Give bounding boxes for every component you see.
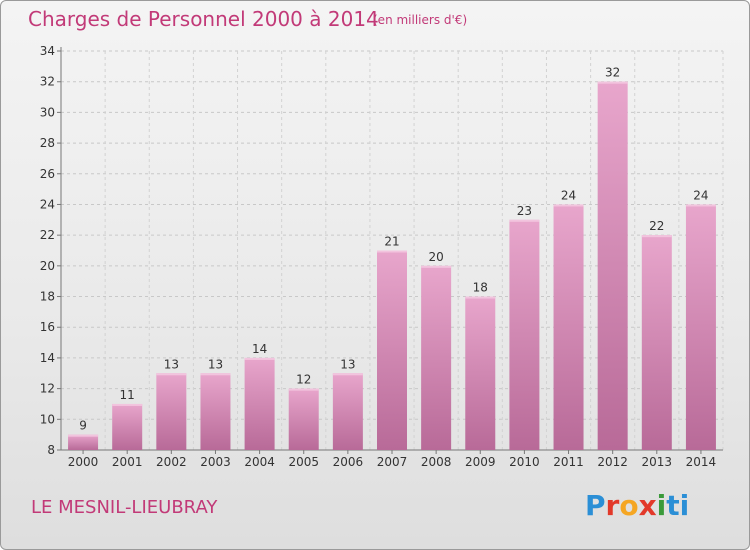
- x-tick-label-2010: 2010: [509, 455, 540, 469]
- value-label-2001: 11: [120, 388, 135, 402]
- bar-highlight: [156, 373, 187, 376]
- chart-subtitle: (en milliers d'€): [373, 13, 468, 27]
- bar-highlight: [68, 434, 99, 437]
- value-label-2000: 9: [79, 419, 87, 433]
- bar-highlight: [553, 204, 584, 207]
- bar-highlight: [641, 235, 672, 238]
- logo-letter: i: [656, 489, 667, 522]
- bar-highlight: [244, 357, 275, 360]
- commune-name: LE MESNIL-LIEUBRAY: [31, 497, 218, 518]
- bar-highlight: [465, 296, 496, 299]
- value-label-2008: 20: [428, 250, 443, 264]
- bar-2000: [68, 434, 99, 450]
- x-tick-label-2000: 2000: [68, 455, 99, 469]
- y-tick-label: 20: [40, 259, 55, 273]
- x-tick-label-2006: 2006: [333, 455, 364, 469]
- logo-letter: x: [638, 489, 657, 522]
- proxiti-logo[interactable]: Proxiti: [585, 489, 689, 522]
- value-label-2010: 23: [517, 204, 532, 218]
- bar-highlight: [685, 204, 716, 207]
- value-label-2011: 24: [561, 188, 576, 202]
- value-labels: 9 11 13 13 14 12 13 21 20 18 23 24 32 22 24: [79, 66, 708, 433]
- value-label-2002: 13: [164, 357, 179, 371]
- x-tick-label-2008: 2008: [421, 455, 452, 469]
- logo-letter: i: [679, 489, 690, 522]
- bar-2002: [156, 373, 187, 450]
- x-tick-label-2012: 2012: [597, 455, 628, 469]
- bar-2012: [597, 81, 628, 450]
- value-label-2005: 12: [296, 373, 311, 387]
- y-tick-label: 32: [40, 75, 55, 89]
- bar-2013: [641, 235, 672, 450]
- bar-highlight: [509, 219, 540, 222]
- value-label-2014: 24: [693, 188, 708, 202]
- bar-2006: [332, 373, 363, 450]
- x-tick-label-2011: 2011: [553, 455, 584, 469]
- value-label-2006: 13: [340, 357, 355, 371]
- bar-2007: [377, 250, 407, 450]
- y-tick-label: 26: [40, 167, 55, 181]
- y-tick-label: 16: [40, 320, 55, 334]
- x-tick-label-2001: 2001: [112, 455, 143, 469]
- bar-2011: [553, 204, 584, 450]
- x-tick-label-2007: 2007: [377, 455, 408, 469]
- x-tick-label-2009: 2009: [465, 455, 496, 469]
- bar-2008: [421, 265, 452, 450]
- x-tick-label-2005: 2005: [288, 455, 319, 469]
- bar-2001: [112, 403, 143, 450]
- y-tick-label: 18: [40, 290, 55, 304]
- bar-highlight: [377, 250, 407, 253]
- x-tick-label-2002: 2002: [156, 455, 187, 469]
- bar-highlight: [200, 373, 231, 376]
- y-tick-label: 8: [47, 443, 55, 457]
- tick-labels: 8 10 12 14 16 18 20 22 24 26 28 30 32 34 2000 2001 2002 2…: [40, 44, 716, 469]
- x-tick-label-2003: 2003: [200, 455, 231, 469]
- y-tick-label: 22: [40, 228, 55, 242]
- value-label-2009: 18: [473, 281, 488, 295]
- y-tick-label: 14: [40, 351, 55, 365]
- logo-letter: o: [619, 489, 639, 522]
- bar-2010: [509, 219, 540, 450]
- bar-2004: [244, 357, 275, 450]
- x-tick-label-2004: 2004: [244, 455, 275, 469]
- value-label-2013: 22: [649, 219, 664, 233]
- y-tick-label: 28: [40, 136, 55, 150]
- value-label-2012: 32: [605, 66, 620, 80]
- y-tick-label: 34: [40, 44, 55, 58]
- logo-letter: r: [605, 489, 620, 522]
- bar-2009: [465, 296, 496, 450]
- bar-2005: [288, 388, 319, 450]
- bar-highlight: [597, 81, 628, 84]
- x-tick-label-2013: 2013: [642, 455, 673, 469]
- bars: [68, 81, 716, 450]
- y-tick-label: 30: [40, 105, 55, 119]
- bar-highlight: [332, 373, 363, 376]
- value-label-2007: 21: [384, 235, 399, 249]
- logo-letter: t: [666, 489, 680, 522]
- value-label-2003: 13: [208, 357, 223, 371]
- chart-title: Charges de Personnel 2000 à 2014: [28, 7, 379, 31]
- bar-2014: [685, 204, 716, 450]
- y-tick-label: 10: [40, 412, 55, 426]
- bar-highlight: [112, 403, 143, 406]
- x-tick-label-2014: 2014: [686, 455, 717, 469]
- bar-highlight: [421, 265, 452, 268]
- y-tick-label: 12: [40, 382, 55, 396]
- y-tick-label: 24: [40, 197, 55, 211]
- bar-2003: [200, 373, 231, 450]
- bar-highlight: [288, 388, 319, 391]
- value-label-2004: 14: [252, 342, 267, 356]
- logo-letter: P: [585, 489, 606, 522]
